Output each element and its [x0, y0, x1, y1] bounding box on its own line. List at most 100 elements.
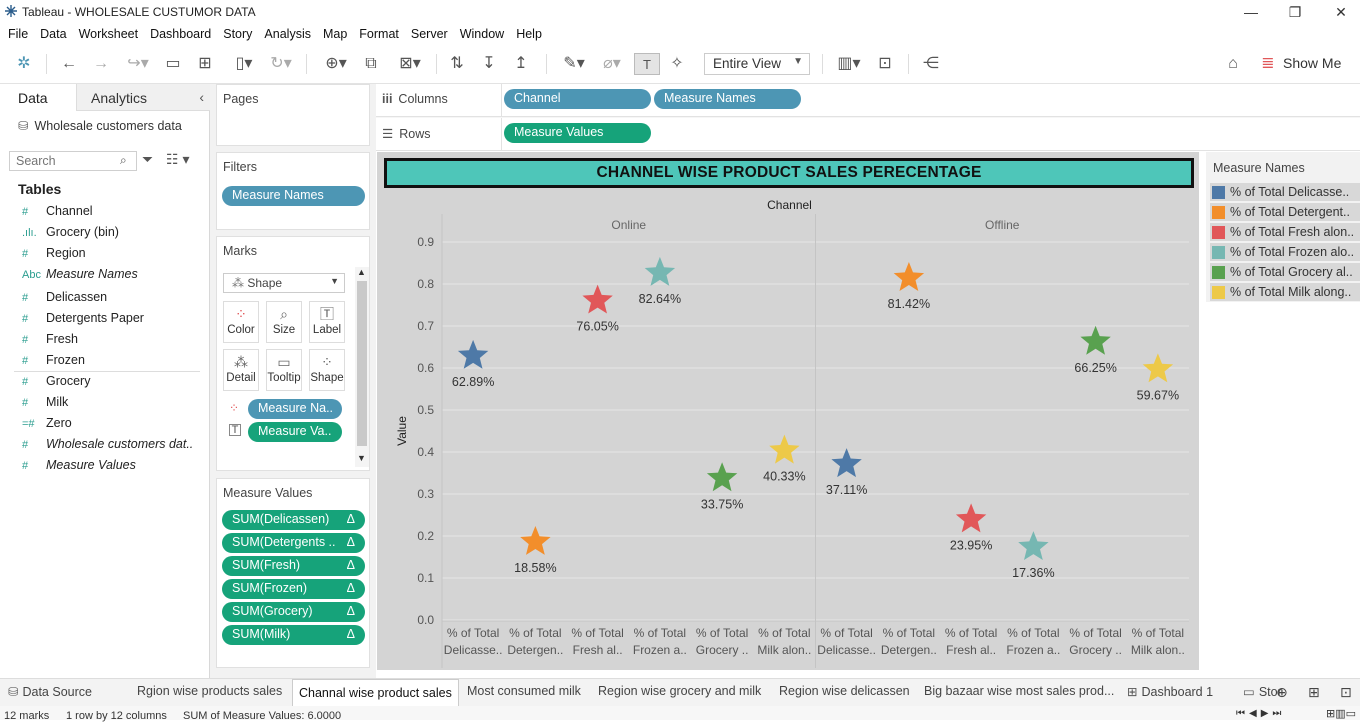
- menu-worksheet[interactable]: Worksheet: [78, 27, 139, 41]
- columns-pill-channel[interactable]: Channel: [504, 89, 651, 109]
- filter-pill-measure-names[interactable]: Measure Names: [222, 186, 365, 206]
- tab-data[interactable]: Data: [0, 84, 76, 111]
- marks-pill-measure-values[interactable]: Measure Va..: [248, 422, 342, 442]
- sheet-tab[interactable]: Most consumed milk: [467, 684, 581, 698]
- field-detergents-paper[interactable]: # Detergents Paper: [22, 311, 144, 325]
- field-fresh[interactable]: # Fresh: [22, 332, 78, 346]
- measure-value-pill[interactable]: SUM(Delicassen) Δ: [222, 510, 365, 530]
- format-painter-icon[interactable]: ⌂: [1228, 55, 1238, 72]
- star-mark[interactable]: [955, 503, 987, 533]
- field-measure-values[interactable]: # Measure Values: [22, 458, 136, 472]
- redo-icon[interactable]: →: [93, 55, 109, 72]
- menu-file[interactable]: File: [8, 27, 29, 41]
- highlight-icon[interactable]: ✎▾: [563, 55, 585, 72]
- star-mark[interactable]: [706, 462, 738, 492]
- scroll-up-icon[interactable]: ▲: [357, 267, 366, 277]
- sheet-tab[interactable]: Region wise grocery and milk: [598, 684, 761, 698]
- menu-format[interactable]: Format: [359, 27, 399, 41]
- new-datasource-icon[interactable]: ⊞: [198, 55, 212, 72]
- menu-dashboard[interactable]: Dashboard: [150, 27, 212, 41]
- refresh-icon[interactable]: ↻▾: [270, 55, 292, 72]
- rows-shelf[interactable]: ☰ Rows Measure Values: [376, 118, 1360, 151]
- new-dashboard-tab-icon[interactable]: ⊞: [1308, 684, 1320, 700]
- field-frozen[interactable]: # Frozen: [22, 353, 85, 367]
- sort-descending-icon[interactable]: ↥: [514, 55, 528, 72]
- tab-analytics[interactable]: Analytics ‹: [76, 84, 210, 111]
- star-mark[interactable]: [893, 262, 925, 291]
- view-options-icon[interactable]: ☷ ▾: [166, 151, 190, 167]
- measure-value-pill[interactable]: SUM(Detergents .. Δ: [222, 533, 365, 553]
- field-milk[interactable]: # Milk: [22, 395, 68, 409]
- sheet-navigation-icon[interactable]: ⏮◀▶⏭: [1236, 708, 1286, 719]
- new-worksheet-icon[interactable]: ⊕▾: [325, 55, 347, 72]
- sheet-tab[interactable]: Big bazaar wise most sales prod...: [924, 684, 1114, 698]
- legend-item[interactable]: % of Total Fresh alon..: [1210, 223, 1360, 241]
- show-labels-icon[interactable]: T: [634, 53, 660, 75]
- fit-view-select[interactable]: Entire View ▼: [704, 53, 810, 75]
- star-mark[interactable]: [1018, 531, 1049, 560]
- share-icon[interactable]: ⋲: [923, 55, 939, 72]
- field-measure-names[interactable]: Abc Measure Names: [22, 267, 138, 281]
- pause-updates-icon[interactable]: ▯▾: [235, 55, 253, 72]
- field-grocery-bin[interactable]: .ılı. Grocery (bin): [22, 225, 119, 239]
- menu-map[interactable]: Map: [322, 27, 348, 41]
- sheet-tab[interactable]: ▭ Stor: [1243, 684, 1282, 699]
- marks-scrollbar[interactable]: ▲ ▼: [355, 267, 369, 467]
- save-icon[interactable]: ▭: [165, 55, 181, 72]
- field-region[interactable]: # Region: [22, 246, 86, 260]
- star-mark[interactable]: [831, 448, 862, 478]
- size-button[interactable]: ⌕ Size: [266, 301, 302, 343]
- field-wholesale-customers-dat[interactable]: # Wholesale customers dat..: [22, 437, 193, 451]
- field-grocery[interactable]: # Grocery: [22, 374, 90, 388]
- marks-card[interactable]: Marks ⁂ Shape ▼ ⁘ Color ⌕ Size 🅃 Label ⁂ Det…: [216, 236, 370, 471]
- swap-icon[interactable]: ⇅: [450, 55, 464, 72]
- new-worksheet-tab-icon[interactable]: ⊕: [1276, 684, 1288, 700]
- star-mark[interactable]: [1080, 325, 1111, 355]
- measure-value-pill[interactable]: SUM(Fresh) Δ: [222, 556, 365, 576]
- measure-values-card[interactable]: Measure Values SUM(Delicassen) Δ SUM(Deter…: [216, 478, 370, 668]
- field-channel[interactable]: # Channel: [22, 204, 93, 218]
- minimize-button[interactable]: —: [1244, 4, 1258, 20]
- measure-value-pill[interactable]: SUM(Milk) Δ: [222, 625, 365, 645]
- pin-icon[interactable]: ✧: [670, 55, 684, 72]
- sort-ascending-icon[interactable]: ↧: [482, 55, 496, 72]
- tab-data-source[interactable]: ⛁ Data Source: [8, 684, 92, 699]
- mark-type-select[interactable]: ⁂ Shape ▼: [223, 273, 345, 293]
- sheet-tab[interactable]: Region wise delicassen: [779, 684, 910, 698]
- star-mark[interactable]: [520, 526, 551, 555]
- scroll-down-icon[interactable]: ▼: [357, 453, 366, 463]
- legend-item[interactable]: % of Total Frozen alo..: [1210, 243, 1360, 261]
- menu-help[interactable]: Help: [516, 27, 542, 41]
- marks-pill-measure-names[interactable]: Measure Na..: [248, 399, 342, 419]
- replay-icon[interactable]: ↪▾: [127, 55, 149, 72]
- undo-icon[interactable]: ←: [61, 55, 77, 72]
- show-cards-icon[interactable]: ▥▾: [837, 55, 861, 72]
- legend-item[interactable]: % of Total Detergent..: [1210, 203, 1360, 221]
- color-button[interactable]: ⁘ Color: [223, 301, 259, 343]
- columns-pill-measure-names[interactable]: Measure Names: [654, 89, 801, 109]
- presentation-icon[interactable]: ⊡: [878, 55, 892, 72]
- show-me-button[interactable]: Show Me: [1283, 55, 1342, 71]
- collapse-pane-icon[interactable]: ‹: [199, 89, 204, 105]
- group-icon[interactable]: ⌀▾: [603, 55, 621, 72]
- legend-item[interactable]: % of Total Grocery al..: [1210, 263, 1360, 281]
- rows-pill-measure-values[interactable]: Measure Values: [504, 123, 651, 143]
- detail-button[interactable]: ⁂ Detail: [223, 349, 259, 391]
- measure-value-pill[interactable]: SUM(Grocery) Δ: [222, 602, 365, 622]
- star-mark[interactable]: [769, 434, 800, 464]
- star-chart[interactable]: 0.0 0.1 0.2 0.3 0.4 0.5 0.6 0.7 0.8 0.9 Channel Onl…: [377, 152, 1199, 670]
- pages-card[interactable]: Pages: [216, 84, 370, 146]
- legend-item[interactable]: % of Total Milk along..: [1210, 283, 1360, 301]
- measure-value-pill[interactable]: SUM(Frozen) Δ: [222, 579, 365, 599]
- close-button[interactable]: ✕: [1335, 4, 1347, 20]
- shape-button[interactable]: ⁘ Shape: [309, 349, 345, 391]
- new-story-tab-icon[interactable]: ⊡: [1340, 684, 1352, 700]
- sheet-tab[interactable]: Rgion wise products sales: [137, 684, 282, 698]
- star-mark[interactable]: [1142, 353, 1174, 383]
- tableau-home-icon[interactable]: ✲: [17, 55, 31, 72]
- menu-story[interactable]: Story: [223, 27, 253, 41]
- sheet-tab[interactable]: ⊞ Dashboard 1: [1127, 684, 1213, 699]
- restore-button[interactable]: ❐: [1288, 4, 1302, 20]
- legend-item[interactable]: % of Total Delicasse..: [1210, 183, 1360, 201]
- tooltip-button[interactable]: ▭ Tooltip: [266, 349, 302, 391]
